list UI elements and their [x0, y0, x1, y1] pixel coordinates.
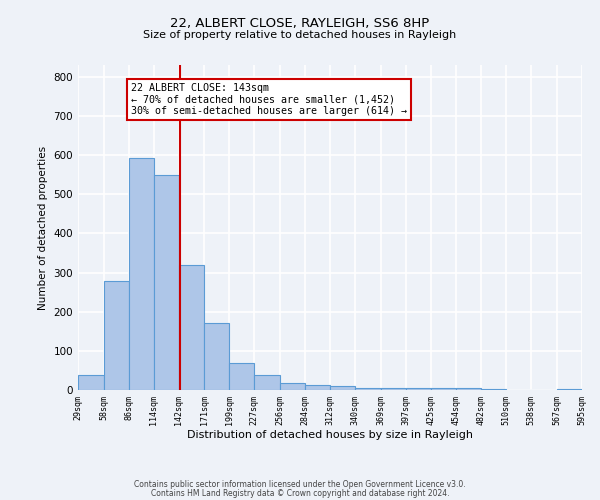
Bar	[557, 389, 582, 390]
Bar	[280, 383, 305, 390]
Bar	[355, 388, 381, 390]
Y-axis label: Number of detached properties: Number of detached properties	[38, 146, 48, 310]
Bar	[305, 386, 330, 390]
Bar	[179, 264, 205, 390]
Bar	[229, 364, 254, 390]
X-axis label: Distribution of detached houses by size in Rayleigh: Distribution of detached houses by size …	[187, 430, 473, 440]
Bar	[104, 281, 129, 390]
Bar	[129, 158, 154, 390]
Bar	[205, 324, 229, 390]
Text: Contains HM Land Registry data © Crown copyright and database right 2024.: Contains HM Land Registry data © Crown c…	[151, 488, 449, 498]
Text: 22 ALBERT CLOSE: 143sqm
← 70% of detached houses are smaller (1,452)
30% of semi: 22 ALBERT CLOSE: 143sqm ← 70% of detache…	[131, 82, 407, 116]
Bar	[481, 389, 506, 390]
Bar	[431, 388, 457, 390]
Bar	[457, 388, 481, 390]
Bar	[330, 386, 355, 390]
Bar	[78, 375, 104, 390]
Bar	[406, 388, 431, 390]
Bar	[154, 174, 179, 390]
Text: Size of property relative to detached houses in Rayleigh: Size of property relative to detached ho…	[143, 30, 457, 40]
Bar	[381, 388, 406, 390]
Text: Contains public sector information licensed under the Open Government Licence v3: Contains public sector information licen…	[134, 480, 466, 489]
Bar	[254, 375, 280, 390]
Text: 22, ALBERT CLOSE, RAYLEIGH, SS6 8HP: 22, ALBERT CLOSE, RAYLEIGH, SS6 8HP	[170, 18, 430, 30]
